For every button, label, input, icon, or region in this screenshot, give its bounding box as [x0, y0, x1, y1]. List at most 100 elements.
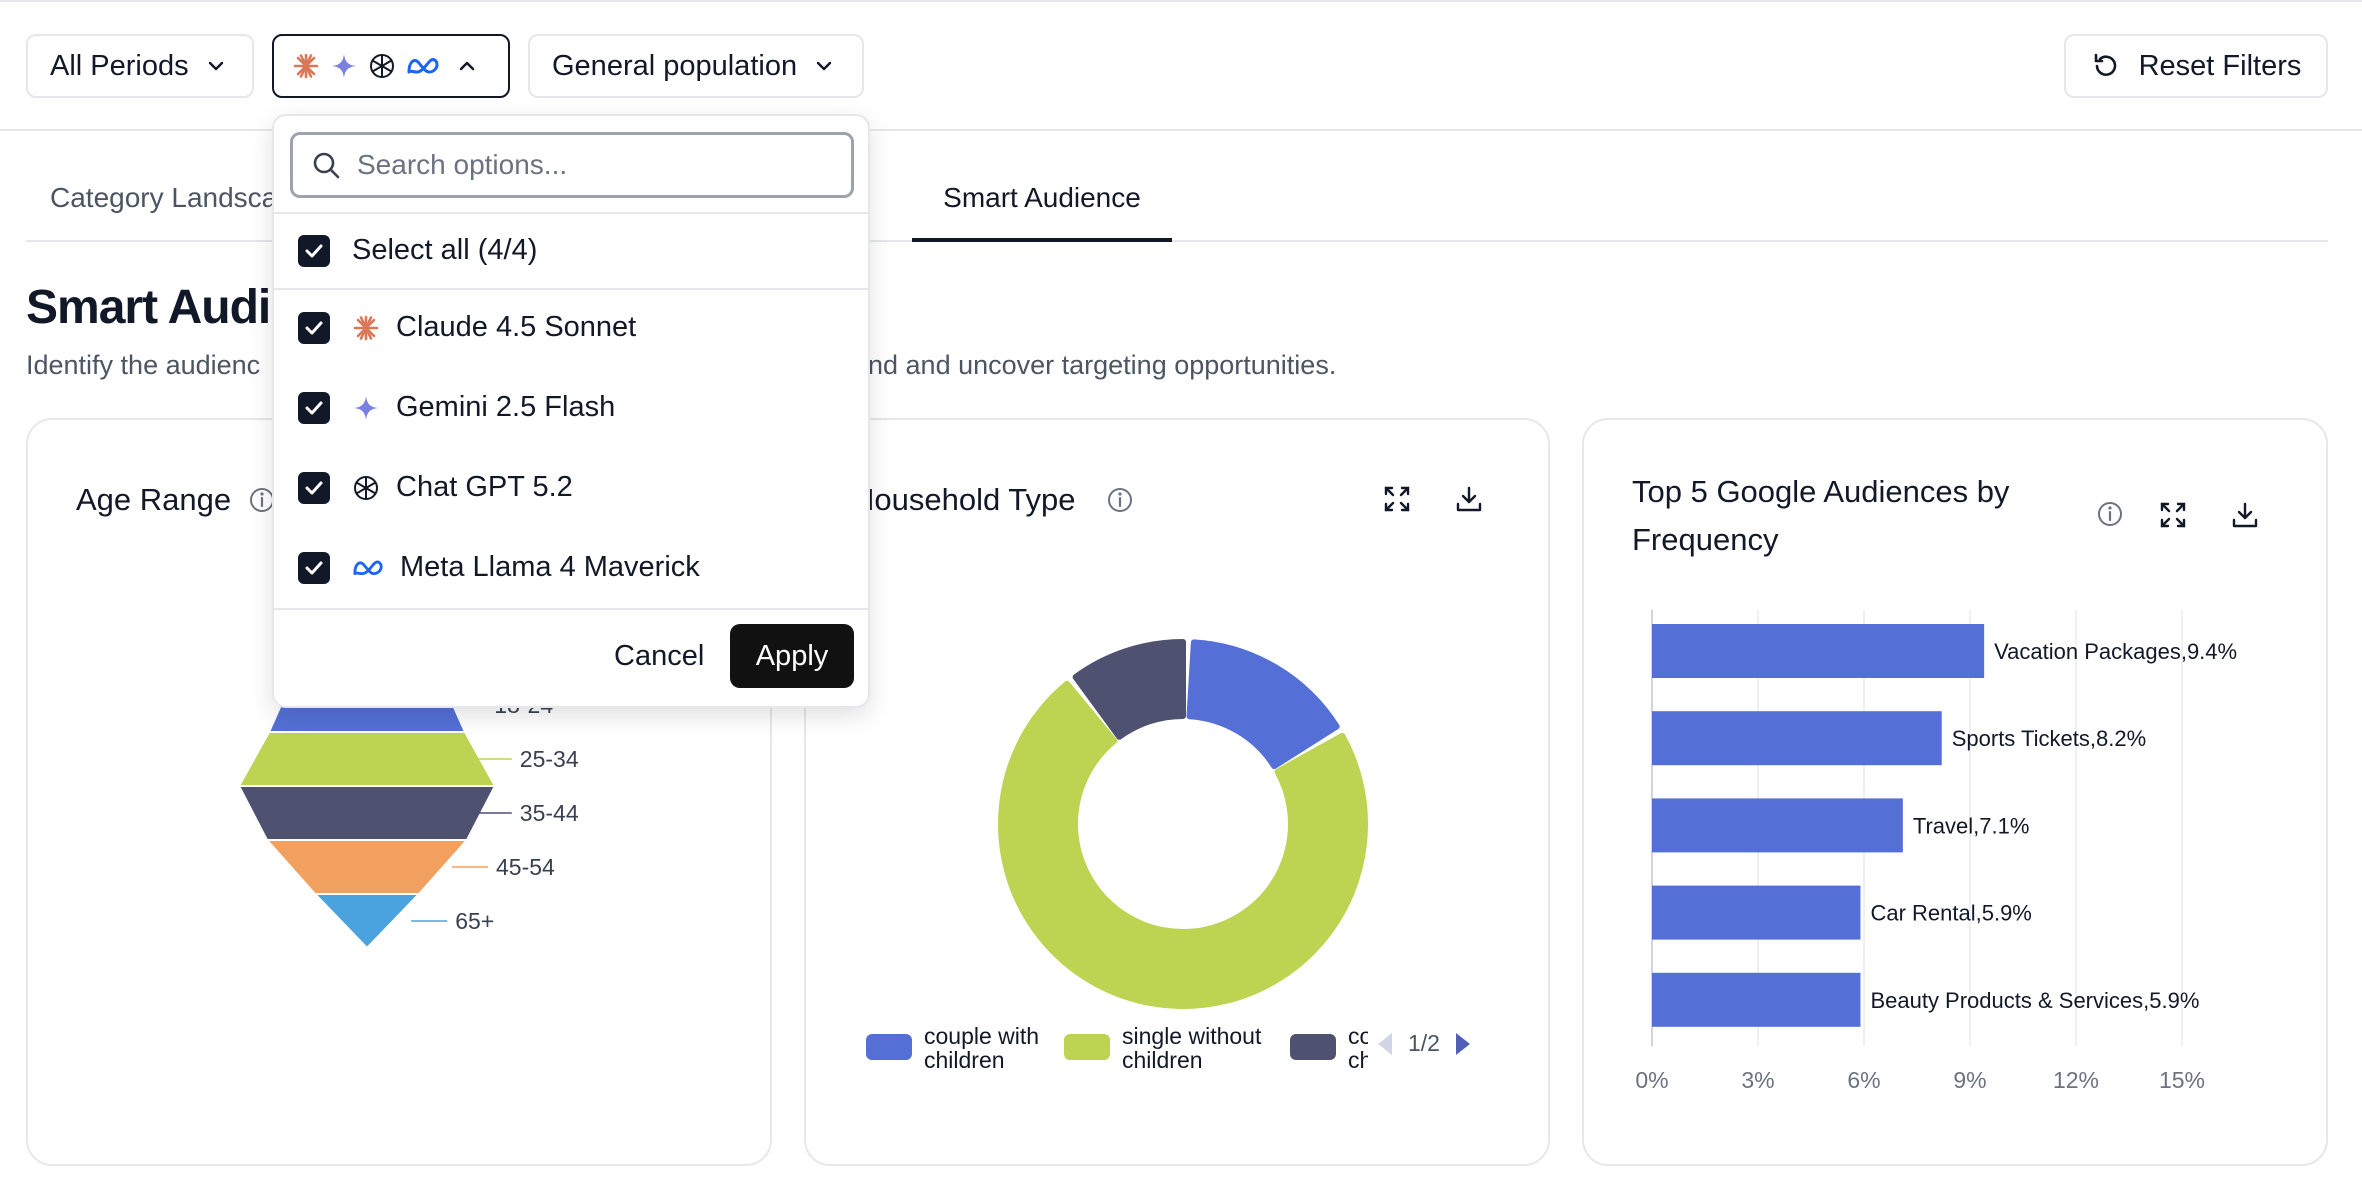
cancel-button[interactable]: Cancel [614, 639, 705, 672]
funnel-label: 65+ [455, 908, 494, 934]
google-audiences-title: Top 5 Google Audiences by Frequency [1632, 474, 2010, 557]
menu-divider [274, 608, 868, 610]
option-label: Gemini 2.5 Flash [396, 391, 616, 423]
search-input[interactable] [357, 149, 827, 181]
legend-swatch [1064, 1034, 1110, 1060]
tab-smart-audience[interactable]: Smart Audience [912, 182, 1172, 242]
page-description: Identify the audienc [26, 350, 261, 380]
bar-label: Sports Tickets,8.2% [1952, 726, 2146, 751]
pager-next-icon[interactable] [1454, 1031, 1472, 1057]
select-all-label: Select all (4/4) [352, 234, 538, 266]
apply-button[interactable]: Apply [730, 624, 854, 688]
checkbox-checked-icon[interactable] [298, 391, 330, 424]
funnel-segment [237, 731, 497, 787]
legend-item[interactable]: couple with children [866, 1024, 1054, 1072]
legend-item[interactable]: single without children [1064, 1024, 1272, 1072]
claude-icon [352, 314, 380, 342]
population-filter-label: General population [552, 49, 798, 82]
top-rule [0, 0, 2362, 2]
info-icon[interactable] [2096, 500, 2124, 528]
expand-icon[interactable] [2158, 500, 2188, 530]
option-label: Chat GPT 5.2 [396, 471, 573, 503]
bar-label: Car Rental,5.9% [1870, 901, 2031, 926]
option-label: Claude 4.5 Sonnet [396, 311, 637, 343]
bar [1652, 972, 1861, 1027]
bar-label: Beauty Products & Services,5.9% [1870, 988, 2199, 1013]
legend-label: co ch [1348, 1024, 1368, 1072]
checkbox-checked-icon[interactable] [298, 551, 330, 584]
funnel-segment [264, 839, 470, 895]
funnel-label: 35-44 [520, 800, 579, 826]
legend-label: single without children [1122, 1023, 1262, 1073]
bar [1652, 798, 1903, 853]
funnel-segment [312, 893, 422, 950]
bar [1652, 885, 1861, 940]
tab-bar: Category Landscape Smart Audience [26, 170, 2328, 242]
option-label: Meta Llama 4 Maverick [400, 551, 700, 583]
household-type-card: Household Type [804, 418, 1550, 1166]
claude-icon [292, 52, 320, 80]
pager-label: 1/2 [1408, 1030, 1440, 1056]
household-type-donut-chart [998, 639, 1368, 1009]
x-tick-label: 6% [1847, 1067, 1880, 1093]
bar [1652, 711, 1942, 766]
household-type-title: Household Type [852, 482, 1076, 517]
search-icon [313, 152, 340, 179]
period-filter-dropdown[interactable]: All Periods [26, 34, 254, 98]
checkbox-checked-icon[interactable] [298, 311, 330, 344]
google-audiences-bar-chart: 0% 3% 6% 9% 12% 15% Vacation Packages,9.4% Spor… [1635, 610, 2237, 1093]
meta-icon [406, 52, 440, 80]
reset-filters-button[interactable]: Reset Filters [2064, 34, 2328, 98]
period-filter-label: All Periods [50, 49, 189, 82]
chevron-down-icon [205, 55, 227, 77]
legend-swatch [866, 1034, 912, 1060]
x-tick-label: 3% [1741, 1067, 1774, 1093]
x-tick-label: 0% [1635, 1067, 1668, 1093]
menu-divider [274, 288, 868, 290]
option-chatgpt[interactable]: Chat GPT 5.2 [298, 471, 573, 504]
page-description-tail: nd and uncover targeting opportunities. [868, 350, 1337, 380]
population-filter-dropdown[interactable]: General population [528, 34, 864, 98]
legend-item[interactable]: co ch [1290, 1024, 1368, 1072]
chevron-down-icon [813, 55, 835, 77]
meta-icon [352, 554, 384, 582]
expand-icon[interactable] [1382, 484, 1412, 514]
x-tick-label: 15% [2159, 1067, 2205, 1093]
donut-slice [1072, 639, 1186, 740]
gemini-icon [352, 394, 380, 422]
pager-prev-icon[interactable] [1376, 1031, 1394, 1057]
funnel-segment [237, 785, 497, 841]
menu-divider [274, 212, 868, 214]
legend-label: couple with children [924, 1023, 1040, 1073]
reset-filters-label: Reset Filters [2138, 49, 2302, 82]
search-box[interactable] [290, 132, 854, 198]
filter-bar: All Periods General population [0, 0, 2362, 131]
funnel-label: 45-54 [496, 854, 555, 880]
google-audiences-card: Top 5 Google Audiences by Frequency 0% 3% 6… [1582, 418, 2328, 1166]
info-icon[interactable] [1106, 486, 1134, 514]
tab-category-landscape[interactable]: Category Landscape [50, 182, 309, 213]
option-claude[interactable]: Claude 4.5 Sonnet [298, 311, 636, 344]
gemini-icon [330, 52, 358, 80]
funnel-label: 25-34 [520, 746, 579, 772]
download-icon[interactable] [1454, 484, 1484, 514]
model-filter-dropdown[interactable] [272, 34, 510, 98]
legend-swatch [1290, 1034, 1336, 1060]
chevron-up-icon [456, 55, 478, 77]
bar-label: Vacation Packages,9.4% [1994, 639, 2237, 664]
checkbox-checked-icon[interactable] [298, 471, 330, 504]
model-filter-menu: Select all (4/4) Claude 4.5 Sonnet Gemin… [272, 114, 870, 708]
age-range-title: Age Range [76, 482, 232, 517]
checkbox-checked-icon[interactable] [298, 234, 330, 267]
legend-pager: 1/2 [1376, 1030, 1472, 1057]
x-tick-label: 12% [2053, 1067, 2099, 1093]
reset-icon [2091, 51, 2121, 81]
option-meta-llama[interactable]: Meta Llama 4 Maverick [298, 551, 700, 584]
donut-slice [1186, 639, 1340, 770]
openai-icon [352, 474, 380, 502]
option-gemini[interactable]: Gemini 2.5 Flash [298, 391, 615, 424]
openai-icon [368, 52, 396, 80]
select-all-option[interactable]: Select all (4/4) [298, 234, 537, 267]
download-icon[interactable] [2230, 500, 2260, 530]
x-tick-label: 9% [1953, 1067, 1986, 1093]
